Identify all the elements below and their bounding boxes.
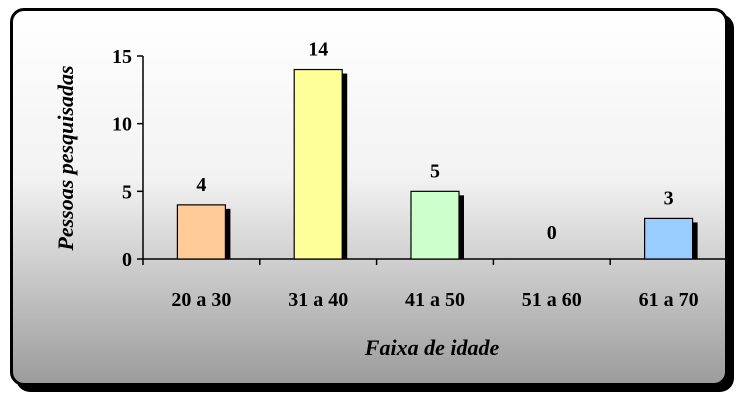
bar	[293, 68, 343, 260]
data-label: 0	[547, 222, 557, 244]
y-tick-label: 5	[122, 181, 132, 203]
x-tick-label: 51 a 60	[522, 289, 582, 311]
x-tick-label: 31 a 40	[288, 289, 348, 311]
y-axis-label: Pessoas pesquisadas	[53, 65, 78, 251]
data-label: 3	[664, 187, 674, 209]
data-label: 14	[308, 39, 328, 61]
x-tick-label: 20 a 30	[171, 289, 231, 311]
bar	[410, 190, 460, 260]
bar	[643, 217, 694, 260]
x-axis-label: Faixa de idade	[364, 335, 500, 360]
x-tick-label: 41 a 50	[405, 289, 465, 311]
data-label: 5	[430, 160, 440, 182]
x-tick-label: 61 a 70	[639, 289, 699, 311]
y-tick-label: 10	[112, 114, 132, 136]
bar	[176, 204, 226, 260]
y-tick-label: 0	[122, 249, 132, 271]
y-tick-label: 15	[112, 46, 132, 68]
chart-frame	[10, 8, 728, 386]
data-label: 4	[196, 174, 206, 196]
